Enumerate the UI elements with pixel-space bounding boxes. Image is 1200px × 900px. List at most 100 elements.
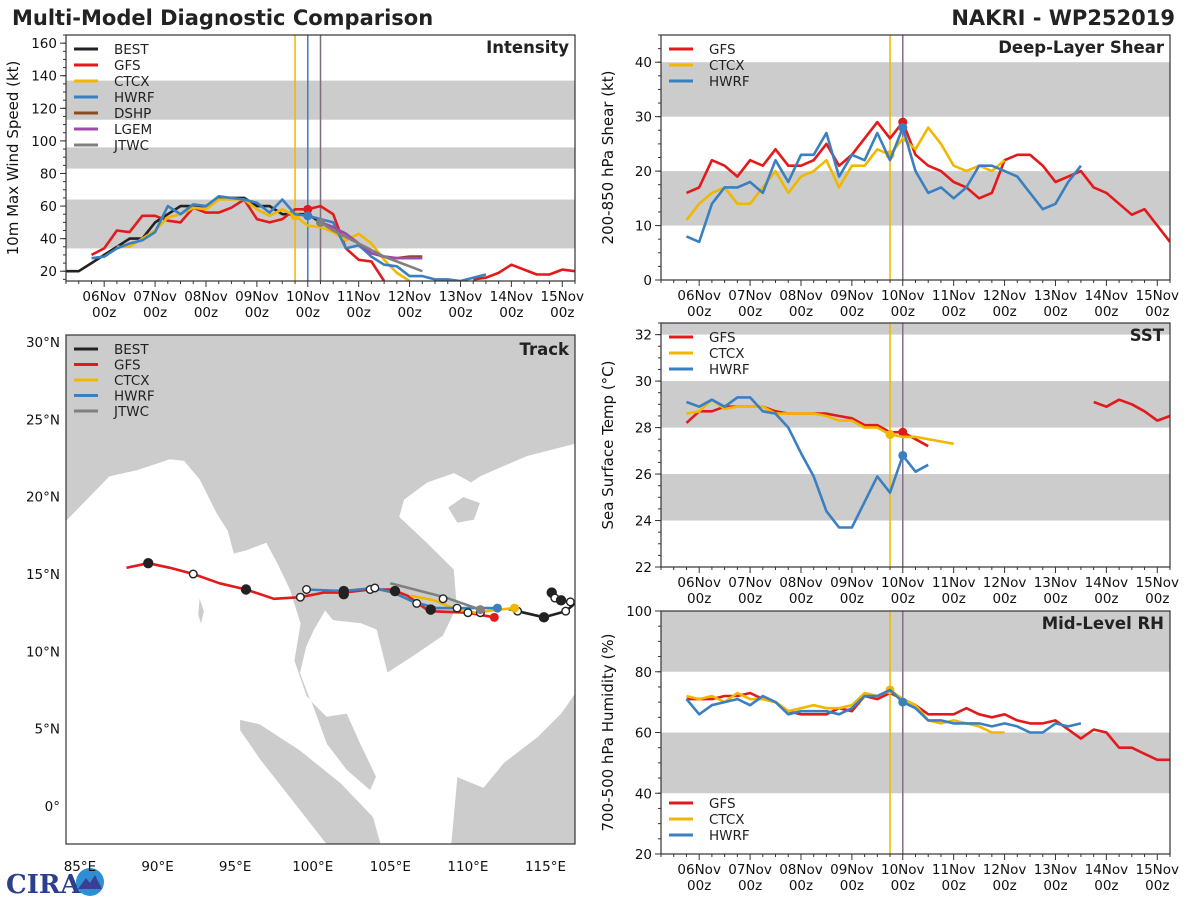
x-tick-label-day: 11Nov bbox=[337, 289, 381, 305]
x-tick-label-hour: 00z bbox=[245, 305, 269, 321]
land-mass bbox=[450, 692, 575, 844]
y-tick-label: 30 bbox=[635, 110, 652, 126]
y-axis-label: 700-500 hPa Humidity (%) bbox=[599, 633, 617, 831]
x-tick-label-day: 09Nov bbox=[235, 289, 279, 305]
x-tick-label-hour: 00z bbox=[550, 305, 574, 321]
series-line-gfs bbox=[90, 198, 575, 281]
x-tick-label-day: 08Nov bbox=[184, 289, 228, 305]
track-position-marker bbox=[565, 597, 575, 607]
longitude-label: 90°E bbox=[141, 859, 173, 875]
intensity-panel: 06Nov00z07Nov00z08Nov00z09Nov00z10Nov00z… bbox=[4, 34, 584, 321]
panel-title: Deep-Layer Shear bbox=[998, 38, 1165, 57]
track-position-marker bbox=[425, 604, 436, 615]
x-tick-label-hour: 00z bbox=[347, 305, 371, 321]
legend-label: JTWC bbox=[113, 404, 149, 420]
land-mass bbox=[197, 597, 205, 626]
legend-item-best: BEST bbox=[74, 42, 149, 58]
x-tick-label-day: 15Nov bbox=[1136, 862, 1180, 878]
x-tick-label-day: 14Nov bbox=[490, 289, 534, 305]
longitude-label: 110°E bbox=[447, 859, 488, 875]
x-tick-label-hour: 00z bbox=[1145, 878, 1169, 894]
current-point-jtwc bbox=[316, 217, 325, 227]
y-axis-label: 10m Max Wind Speed (kt) bbox=[4, 61, 22, 256]
x-tick-label-hour: 00z bbox=[891, 591, 915, 607]
y-tick-label: 140 bbox=[31, 69, 57, 85]
longitude-label: 105°E bbox=[370, 859, 411, 875]
x-tick-label-day: 13Nov bbox=[439, 289, 483, 305]
legend-label: GFS bbox=[709, 796, 736, 812]
legend-label: JTWC bbox=[113, 138, 149, 154]
legend-item-gfs: GFS bbox=[669, 796, 736, 812]
x-tick-label-hour: 00z bbox=[296, 305, 320, 321]
x-tick-label-hour: 00z bbox=[448, 305, 472, 321]
x-tick-label-day: 08Nov bbox=[779, 575, 823, 591]
x-tick-label-hour: 00z bbox=[1094, 304, 1118, 320]
land-mass bbox=[239, 719, 382, 844]
x-tick-label-hour: 00z bbox=[891, 878, 915, 894]
legend-item-ctcx: CTCX bbox=[669, 812, 745, 828]
shear-plot-area bbox=[661, 35, 1170, 280]
x-tick-label-day: 06Nov bbox=[677, 575, 721, 591]
series-line-hwrf bbox=[685, 688, 1082, 734]
y-tick-label: 22 bbox=[635, 560, 652, 576]
y-tick-label: 60 bbox=[40, 199, 57, 215]
threshold-band bbox=[661, 474, 1170, 521]
legend-item-hwrf: HWRF bbox=[669, 362, 750, 378]
legend-item-gfs: GFS bbox=[669, 42, 736, 58]
x-tick-label-hour: 00z bbox=[789, 878, 813, 894]
y-tick-label: 120 bbox=[31, 101, 57, 117]
x-tick-label-day: 12Nov bbox=[983, 575, 1027, 591]
panel-title: Mid-Level RH bbox=[1042, 614, 1164, 633]
x-tick-label-day: 11Nov bbox=[932, 288, 976, 304]
x-tick-label-hour: 00z bbox=[840, 304, 864, 320]
y-tick-label: 24 bbox=[635, 514, 652, 530]
legend-label: BEST bbox=[114, 42, 149, 58]
legend-item-hwrf: HWRF bbox=[669, 74, 750, 90]
track-position-marker bbox=[143, 557, 154, 569]
legend-item-best: BEST bbox=[74, 342, 149, 358]
track-end-marker-ctcx bbox=[509, 603, 519, 613]
latitude-label: 30°N bbox=[26, 335, 60, 351]
x-tick-label-day: 15Nov bbox=[1136, 288, 1180, 304]
longitude-label: 85°E bbox=[64, 859, 96, 875]
track-position-marker bbox=[338, 585, 349, 597]
latitude-label: 15°N bbox=[26, 567, 60, 583]
current-point-gfs bbox=[303, 204, 313, 214]
x-tick-label-hour: 00z bbox=[789, 591, 813, 607]
legend-label: GFS bbox=[114, 58, 141, 74]
track-position-marker bbox=[555, 595, 567, 606]
x-tick-label-hour: 00z bbox=[840, 878, 864, 894]
legend-label: HWRF bbox=[709, 828, 750, 844]
latitude-label: 20°N bbox=[26, 490, 60, 506]
x-tick-label-day: 14Nov bbox=[1085, 862, 1129, 878]
x-tick-label-day: 10Nov bbox=[881, 288, 925, 304]
x-tick-label-hour: 00z bbox=[687, 304, 711, 320]
track-end-marker-jtwc bbox=[475, 605, 485, 615]
legend-label: CTCX bbox=[709, 812, 745, 828]
track-position-marker bbox=[463, 608, 473, 618]
x-tick-label-hour: 00z bbox=[92, 305, 116, 321]
x-tick-label-hour: 00z bbox=[687, 591, 711, 607]
legend-label: CTCX bbox=[709, 346, 745, 362]
y-axis-label: Sea Surface Temp (°C) bbox=[599, 360, 617, 529]
legend-label: GFS bbox=[114, 358, 141, 374]
x-tick-label-hour: 00z bbox=[1145, 304, 1169, 320]
legend-item-gfs: GFS bbox=[669, 330, 736, 346]
x-tick-label-hour: 00z bbox=[1043, 591, 1067, 607]
series-line-hwrf bbox=[91, 195, 487, 281]
x-tick-label-day: 07Nov bbox=[133, 289, 177, 305]
threshold-band bbox=[661, 323, 1170, 335]
track-position-marker bbox=[389, 585, 401, 597]
x-tick-label-day: 15Nov bbox=[1136, 575, 1180, 591]
latitude-label: 0° bbox=[45, 799, 60, 815]
y-tick-label: 32 bbox=[635, 328, 652, 344]
x-tick-label-day: 07Nov bbox=[728, 575, 772, 591]
x-tick-label-day: 13Nov bbox=[1034, 575, 1078, 591]
x-tick-label-hour: 00z bbox=[789, 304, 813, 320]
legend-label: GFS bbox=[709, 42, 736, 58]
y-tick-label: 20 bbox=[635, 164, 652, 180]
x-tick-label-hour: 00z bbox=[738, 878, 762, 894]
x-tick-label-day: 14Nov bbox=[1085, 288, 1129, 304]
x-tick-label-day: 06Nov bbox=[677, 862, 721, 878]
